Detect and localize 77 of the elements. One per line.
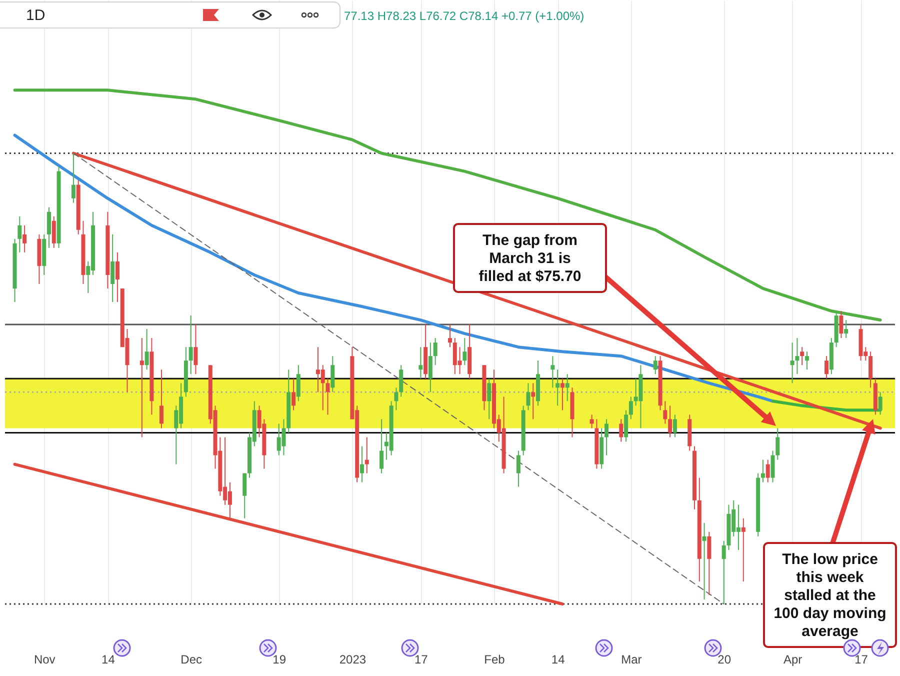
text: 77.13 H78.23 L76.72 C78.14 +0.77 (+1.00%): [344, 9, 584, 23]
candlestick: [878, 392, 882, 416]
candlestick: [188, 315, 193, 375]
candlestick: [159, 369, 164, 429]
candlestick: [844, 320, 848, 339]
candlestick: [741, 518, 746, 582]
candlestick: [296, 364, 300, 402]
candlestick: [115, 252, 120, 302]
candlestick: [702, 522, 706, 600]
candlestick: [428, 342, 432, 393]
candlestick: [399, 364, 404, 398]
x-tick-label: Apr: [783, 652, 802, 666]
candlestick: [242, 472, 247, 519]
candlestick: [804, 351, 809, 370]
candlestick: [47, 206, 52, 248]
candlestick: [604, 418, 608, 456]
candlestick: [531, 382, 536, 420]
candlestick: [326, 378, 330, 416]
x-tick-label: 17: [414, 652, 428, 666]
x-tick-label: 14: [102, 652, 116, 666]
candlestick: [292, 378, 296, 411]
candlestick: [418, 346, 423, 380]
candlestick: [360, 446, 364, 483]
candlestick: [462, 338, 467, 366]
candlestick: [487, 378, 492, 420]
candlestick: [839, 310, 844, 339]
annotation: The gap from March 31 is filled at $75.70: [478, 232, 582, 285]
candlestick: [619, 418, 624, 442]
candlestick: [144, 328, 149, 370]
annotation: The low price this week stalled at the 100 day moving average: [774, 551, 886, 640]
candlestick: [394, 387, 398, 411]
candlestick: [668, 405, 672, 438]
x-tick-label: 19: [272, 652, 286, 666]
candlestick: [433, 338, 438, 366]
candlestick: [194, 324, 198, 375]
candlestick: [722, 540, 726, 604]
candlestick: [672, 414, 677, 438]
candlestick: [868, 351, 873, 388]
candlestick: [776, 428, 780, 460]
candlestick: [110, 234, 115, 302]
x-tick-label: Mar: [621, 652, 642, 666]
candlestick: [770, 450, 775, 483]
candlestick: [795, 338, 800, 375]
x-tick-label: Dec: [180, 652, 202, 666]
candlestick: [380, 418, 384, 474]
candlestick: [800, 346, 804, 366]
candlestick: [663, 400, 668, 424]
candlestick: [330, 356, 335, 393]
candlestick: [526, 382, 530, 411]
x-tick-label: Nov: [34, 652, 56, 666]
candlestick: [766, 459, 770, 483]
candlestick: [565, 374, 570, 402]
x-tick-label: 2023: [339, 652, 366, 666]
x-tick-label: Feb: [484, 652, 506, 666]
candlestick: [560, 378, 564, 411]
x-tick-label: 14: [551, 652, 566, 666]
candlestick: [824, 356, 829, 380]
candlestick: [556, 369, 560, 406]
candlestick: [624, 410, 628, 442]
x-tick-label: 17: [854, 652, 868, 666]
candlestick: [52, 216, 56, 248]
text: 1D: [26, 7, 46, 24]
candlestick: [18, 216, 22, 253]
candlestick: [760, 459, 765, 483]
candlestick: [140, 338, 144, 438]
candlestick: [71, 152, 76, 204]
candlestick: [22, 224, 27, 253]
candlestick: [516, 450, 520, 488]
candlestick: [653, 356, 658, 375]
candlestick: [448, 324, 452, 348]
candlestick: [790, 342, 794, 384]
candlestick: [628, 396, 633, 420]
x-tick-label: 20: [718, 652, 732, 666]
candlestick: [707, 531, 712, 596]
candlestick: [590, 414, 594, 429]
candlestick: [364, 436, 369, 474]
candlestick: [550, 356, 555, 388]
